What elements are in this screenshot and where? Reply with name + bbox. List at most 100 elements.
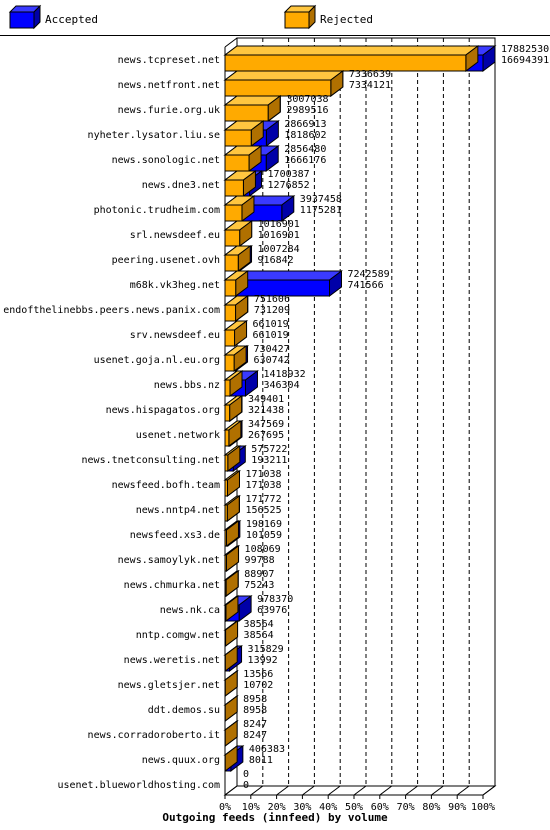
- rejected-value-label: 731209: [254, 305, 290, 316]
- category-label: news.hispagatos.org: [106, 405, 220, 416]
- rejected-bar: [224, 354, 235, 372]
- category-label: news.gletsjer.net: [118, 680, 220, 691]
- rejected-value-label: 75243: [244, 580, 274, 591]
- category-label: newsfeed.xs3.de: [130, 530, 220, 541]
- floor-tick: [302, 785, 315, 796]
- accepted-value-label: 88907: [244, 569, 274, 580]
- accepted-value-label: 1700387: [268, 169, 310, 180]
- rejected-value-label: 63976: [257, 605, 287, 616]
- rejected-value-label: 661019: [253, 330, 289, 341]
- floor-tick: [353, 785, 367, 796]
- rejected-value-label: 38564: [244, 630, 274, 641]
- accepted-value-label: 13566: [243, 669, 273, 680]
- rejected-bar: [224, 329, 236, 347]
- legend: Accepted Rejected: [8, 4, 373, 30]
- accepted-value-label: 661019: [253, 319, 289, 330]
- floor-tick: [405, 785, 418, 796]
- rejected-bar-top: [223, 70, 345, 81]
- rejected-value-label: 916842: [258, 255, 294, 266]
- accepted-value-label: 406383: [249, 744, 285, 755]
- category-label: endofthelinebbs.peers.news.panix.com: [3, 305, 220, 316]
- rejected-value-label: 1818602: [284, 130, 326, 141]
- accepted-value-label: 575722: [251, 444, 287, 455]
- floor-tick: [276, 785, 289, 796]
- x-tick-label: 70%: [397, 802, 415, 813]
- rejected-value-label: 1666176: [284, 155, 326, 166]
- category-label: news.quux.org: [142, 755, 220, 766]
- rejected-bar-side: [224, 720, 238, 747]
- rejected-value-label: 8011: [249, 755, 273, 766]
- x-tick-label: 60%: [371, 802, 389, 813]
- category-label: m68k.vk3heg.net: [130, 280, 220, 291]
- category-label: news.corradoroberto.it: [88, 730, 220, 741]
- legend-accepted-swatch: [8, 4, 42, 30]
- rejected-bar: [224, 604, 227, 622]
- rejected-value-label: 630742: [254, 355, 290, 366]
- category-label: srv.newsdeef.eu: [130, 330, 220, 341]
- floor-tick: [456, 785, 470, 796]
- rejected-value-label: 1016901: [258, 230, 300, 241]
- accepted-value-label: 1418932: [263, 369, 305, 380]
- x-tick-label: 30%: [293, 802, 311, 813]
- accepted-value-label: 7242589: [347, 269, 389, 280]
- rejected-value-label: 99788: [245, 555, 275, 566]
- category-label: news.nk.ca: [160, 605, 220, 616]
- accepted-value-label: 7336639: [349, 69, 391, 80]
- accepted-value-label: 171038: [245, 469, 281, 480]
- category-label: news.samoylyk.net: [118, 555, 220, 566]
- category-label: news.dne3.net: [142, 180, 220, 191]
- accepted-value-label: 0: [243, 769, 249, 780]
- accepted-value-label: 3007038: [286, 94, 328, 105]
- rejected-bar: [224, 579, 227, 597]
- rejected-bar: [224, 279, 237, 297]
- rejected-value-label: 741566: [347, 280, 383, 291]
- x-tick-label: 100%: [471, 802, 495, 813]
- category-label: newsfeed.bofh.team: [112, 480, 220, 491]
- category-label: photonic.trudheim.com: [94, 205, 220, 216]
- accepted-value-label: 198169: [246, 519, 282, 530]
- legend-accepted-label: Accepted: [45, 13, 98, 26]
- category-label: nntp.comgw.net: [136, 630, 220, 641]
- rejected-value-label: 346304: [263, 380, 299, 391]
- accepted-value-label: 315829: [248, 644, 284, 655]
- rejected-bar: [224, 379, 231, 397]
- chart-title: Outgoing feeds (innfeed) by volume: [162, 811, 388, 824]
- x-tick-label: 80%: [422, 802, 440, 813]
- rejected-value-label: 267695: [248, 430, 284, 441]
- rejected-bar: [224, 454, 229, 472]
- accepted-value-label: 978370: [257, 594, 293, 605]
- accepted-value-label: 1016901: [258, 219, 300, 230]
- legend-rejected-label: Rejected: [320, 13, 373, 26]
- rejected-bar: [224, 254, 239, 272]
- x-tick-label: 10%: [242, 802, 260, 813]
- floor-tick: [250, 785, 264, 796]
- accepted-value-label: 17882530: [501, 44, 549, 55]
- rejected-bar: [224, 479, 228, 497]
- rejected-bar: [224, 229, 241, 247]
- rejected-bar: [224, 629, 227, 647]
- rejected-value-label: 1276852: [268, 180, 310, 191]
- rejected-bar: [224, 304, 237, 322]
- rejected-value-label: 171038: [245, 480, 281, 491]
- rejected-bar: [224, 54, 467, 72]
- floor-tick: [431, 785, 444, 796]
- y-axis-top: [224, 37, 238, 48]
- accepted-value-label: 38564: [244, 619, 274, 630]
- accepted-value-label: 2866913: [284, 119, 326, 130]
- rejected-bar: [224, 529, 227, 547]
- rejected-value-label: 156525: [245, 505, 281, 516]
- category-label: news.sonologic.net: [112, 155, 220, 166]
- rejected-bar: [224, 129, 252, 147]
- x-tick-label: 90%: [448, 802, 466, 813]
- rejected-value-label: 8958: [243, 705, 267, 716]
- category-label: ddt.demos.su: [148, 705, 220, 716]
- rejected-bar: [224, 404, 231, 422]
- category-label: news.tnetconsulting.net: [82, 455, 220, 466]
- category-label: news.weretis.net: [124, 655, 220, 666]
- accepted-value-label: 349401: [248, 394, 284, 405]
- rejected-bar-top: [223, 45, 480, 56]
- accepted-value-label: 1007284: [258, 244, 300, 255]
- rejected-bar: [224, 504, 228, 522]
- accepted-value-label: 751606: [254, 294, 290, 305]
- floor-tick: [327, 785, 341, 796]
